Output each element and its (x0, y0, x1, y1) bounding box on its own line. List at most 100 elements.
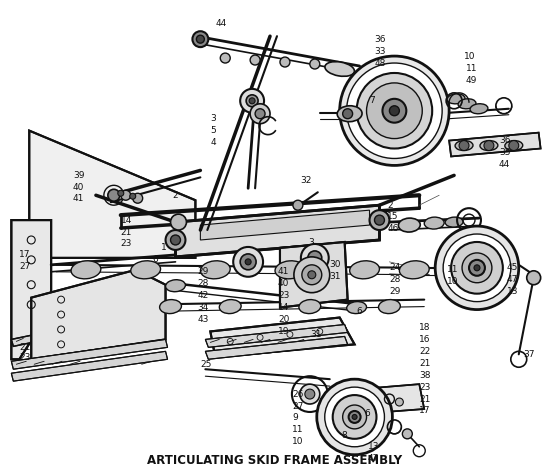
Circle shape (395, 398, 403, 406)
Ellipse shape (337, 106, 362, 122)
Text: 2: 2 (173, 191, 178, 200)
Text: 25: 25 (200, 360, 212, 369)
Circle shape (340, 56, 449, 165)
Ellipse shape (131, 261, 161, 279)
Text: 1: 1 (161, 244, 166, 252)
Text: 45: 45 (507, 263, 518, 272)
Text: 41: 41 (278, 267, 289, 276)
Ellipse shape (160, 300, 182, 314)
Text: 21: 21 (419, 395, 431, 404)
Circle shape (324, 387, 384, 447)
Text: 6: 6 (356, 307, 362, 316)
Text: 23: 23 (19, 353, 31, 362)
Ellipse shape (398, 218, 420, 232)
Circle shape (305, 389, 315, 399)
Text: 15: 15 (387, 212, 399, 220)
Circle shape (249, 98, 255, 104)
Text: 39: 39 (73, 171, 85, 180)
Ellipse shape (200, 261, 230, 279)
Text: 29: 29 (389, 287, 401, 296)
Text: 11: 11 (447, 266, 459, 274)
Circle shape (308, 271, 316, 279)
Text: 14: 14 (278, 303, 289, 312)
Text: 11: 11 (292, 426, 304, 434)
Text: 10: 10 (292, 437, 304, 446)
Ellipse shape (505, 141, 522, 151)
Text: ARTICULATING SKID FRAME ASSEMBLY: ARTICULATING SKID FRAME ASSEMBLY (147, 454, 403, 466)
Circle shape (451, 242, 503, 294)
Circle shape (443, 234, 511, 302)
Circle shape (118, 190, 124, 196)
Text: 31: 31 (310, 330, 321, 339)
Circle shape (166, 230, 185, 250)
Circle shape (255, 109, 265, 119)
Text: 21: 21 (419, 359, 431, 368)
Text: 31: 31 (329, 272, 341, 281)
Ellipse shape (455, 141, 473, 151)
Text: 17: 17 (419, 407, 431, 416)
Ellipse shape (166, 280, 185, 292)
Circle shape (121, 190, 131, 200)
Text: 4: 4 (210, 138, 216, 147)
Ellipse shape (346, 302, 366, 314)
Text: 10: 10 (464, 52, 476, 61)
Text: 8: 8 (342, 431, 348, 440)
Text: 6: 6 (365, 409, 370, 418)
Text: 46: 46 (387, 224, 399, 233)
Circle shape (196, 35, 205, 43)
Circle shape (352, 415, 357, 419)
Text: 42: 42 (197, 291, 208, 300)
Text: 30: 30 (329, 260, 341, 269)
Text: 22: 22 (419, 347, 431, 356)
Polygon shape (12, 314, 133, 346)
Text: 44: 44 (499, 160, 510, 169)
Ellipse shape (445, 217, 463, 227)
Circle shape (346, 63, 442, 159)
Text: 43: 43 (197, 315, 209, 324)
Text: 6: 6 (152, 256, 158, 265)
Circle shape (474, 265, 480, 271)
Text: 20: 20 (278, 315, 289, 324)
Circle shape (310, 59, 320, 69)
Circle shape (302, 265, 322, 285)
Text: 10: 10 (447, 277, 459, 286)
Text: 19: 19 (278, 327, 289, 336)
Circle shape (370, 210, 389, 230)
Circle shape (509, 141, 519, 151)
Text: 5: 5 (210, 126, 216, 135)
Text: 3: 3 (210, 114, 216, 123)
Text: 2: 2 (387, 201, 393, 209)
Circle shape (280, 57, 290, 67)
Circle shape (343, 405, 366, 429)
Text: 38: 38 (419, 370, 431, 380)
Circle shape (108, 189, 120, 201)
Circle shape (349, 411, 361, 423)
Text: 35: 35 (499, 148, 510, 157)
Text: 34: 34 (197, 303, 209, 312)
Ellipse shape (399, 261, 429, 279)
Circle shape (317, 379, 392, 455)
Circle shape (469, 260, 485, 276)
Text: 21: 21 (19, 343, 31, 352)
Text: 47: 47 (507, 275, 518, 284)
Text: 13: 13 (367, 442, 379, 451)
Polygon shape (175, 205, 380, 257)
Circle shape (300, 384, 320, 404)
Ellipse shape (480, 141, 498, 151)
Ellipse shape (299, 300, 321, 314)
Ellipse shape (350, 261, 380, 279)
Polygon shape (29, 131, 195, 258)
Polygon shape (12, 220, 51, 359)
Ellipse shape (458, 99, 476, 109)
Polygon shape (205, 324, 348, 347)
Ellipse shape (447, 94, 465, 104)
Circle shape (170, 235, 180, 245)
Text: 36: 36 (375, 35, 386, 44)
Circle shape (250, 104, 270, 124)
Text: 48: 48 (375, 58, 386, 67)
Polygon shape (205, 336, 348, 359)
Polygon shape (280, 242, 348, 308)
Text: 23: 23 (278, 291, 289, 300)
Circle shape (293, 200, 303, 210)
Ellipse shape (470, 104, 488, 114)
